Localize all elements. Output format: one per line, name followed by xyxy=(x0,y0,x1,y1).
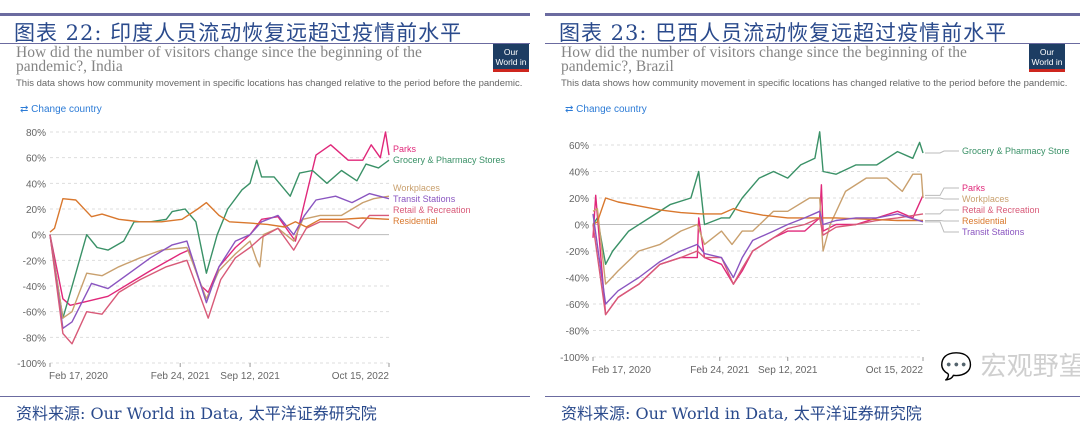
series-line-grocery-pharmacy-store xyxy=(592,131,924,266)
x-tick-label: Oct 15, 2022 xyxy=(332,371,390,382)
legend-leader-line xyxy=(925,221,959,233)
series-label: Grocery & Pharmacy Store xyxy=(962,146,1070,156)
chart-description: This data shows how community movement i… xyxy=(561,78,1068,89)
series-line-workplaces xyxy=(49,195,390,319)
chart-subtitle: How did the number of visitors change si… xyxy=(561,44,967,75)
series-line-retail-recreation xyxy=(49,214,389,345)
y-tick-label: -20% xyxy=(566,247,589,258)
y-tick-label: 40% xyxy=(26,179,46,190)
series-line-parks xyxy=(49,131,390,307)
legend-leader-line xyxy=(925,187,959,196)
brazil-line-chart: 60% 40% 20% 0% -20% -40% -60% -80% -100%Feb 17, … xyxy=(560,131,1070,376)
change-country-label: Change country xyxy=(31,104,102,115)
series-line-transit-stations xyxy=(49,192,390,330)
y-tick-label: -100% xyxy=(17,359,46,370)
owid-logo: Our World in Data xyxy=(1029,44,1065,72)
change-country-label: Change country xyxy=(576,104,647,115)
series-label: Grocery & Pharmacy Stores xyxy=(393,155,506,165)
y-tick-label: 20% xyxy=(26,205,46,216)
series-label: Transit Stations xyxy=(962,227,1025,237)
y-tick-label: -80% xyxy=(566,327,589,338)
x-tick-label: Feb 24, 2021 xyxy=(690,365,749,376)
wechat-icon: 💬 xyxy=(940,352,973,382)
title-divider xyxy=(545,43,1080,44)
owid-logo: Our World in Data xyxy=(493,44,529,72)
y-tick-label: 0% xyxy=(32,231,47,242)
series-line-grocery-pharmacy-stores xyxy=(49,159,390,319)
y-tick-label: 60% xyxy=(26,154,46,165)
series-label: Parks xyxy=(962,183,986,193)
watermark-text: 宏观野望 xyxy=(980,352,1080,382)
y-tick-label: 20% xyxy=(569,194,589,205)
india-line-chart: 80% 60% 40% 20% 0% -20% -40% -60% -80% -100%Feb 1… xyxy=(17,128,506,382)
y-tick-label: 80% xyxy=(26,128,46,139)
chart-description: This data shows how community movement i… xyxy=(16,78,523,89)
x-tick-label: Feb 24, 2021 xyxy=(151,371,210,382)
source-note: 资料来源: Our World in Data, 太平洋证券研究院 xyxy=(561,404,922,423)
source-note: 资料来源: Our World in Data, 太平洋证券研究院 xyxy=(16,404,377,423)
footer-divider xyxy=(545,396,1080,397)
series-label: Retail & Recreation xyxy=(962,205,1040,215)
x-tick-label: Feb 17, 2020 xyxy=(592,365,651,376)
x-tick-label: Sep 12, 2021 xyxy=(220,371,280,382)
swap-arrows-icon: ⇄ xyxy=(20,104,32,115)
y-tick-label: -60% xyxy=(23,308,46,319)
top-divider xyxy=(0,13,530,16)
legend-leader-line xyxy=(925,197,959,200)
series-label: Transit Stations xyxy=(393,194,456,204)
watermark: 💬 宏观野望 xyxy=(940,352,1080,382)
india-panel: 图表 22: 印度人员流动恢复远超过疫情前水平 How did the numb… xyxy=(0,0,530,427)
legend-leader-line xyxy=(925,150,959,154)
series-line-residential xyxy=(49,197,390,233)
x-tick-label: Sep 12, 2021 xyxy=(758,365,818,376)
y-tick-label: 0% xyxy=(575,221,590,232)
y-tick-label: -20% xyxy=(23,256,46,267)
y-tick-label: -40% xyxy=(23,282,46,293)
figure-title: 图表 22: 印度人员流动恢复远超过疫情前水平 xyxy=(14,21,463,45)
swap-arrows-icon: ⇄ xyxy=(565,104,577,115)
x-tick-label: Feb 17, 2020 xyxy=(49,371,108,382)
y-tick-label: -80% xyxy=(23,333,46,344)
series-label: Residential xyxy=(393,216,438,226)
chart-subtitle: How did the number of visitors change si… xyxy=(16,44,422,75)
y-tick-label: -100% xyxy=(560,353,589,364)
series-label: Retail & Recreation xyxy=(393,205,471,215)
x-tick-label: Oct 15, 2022 xyxy=(866,365,924,376)
change-country-button[interactable]: ⇄ Change country xyxy=(565,104,647,115)
series-line-workplaces xyxy=(592,173,924,285)
legend-leader-line xyxy=(925,209,959,215)
series-label: Parks xyxy=(393,144,417,154)
series-line-transit-stations xyxy=(592,210,924,305)
top-divider xyxy=(545,13,1080,16)
series-label: Residential xyxy=(962,216,1007,226)
title-divider xyxy=(0,43,530,44)
y-tick-label: 60% xyxy=(569,141,589,152)
y-tick-label: -60% xyxy=(566,300,589,311)
series-line-retail-recreation xyxy=(592,213,924,316)
series-label: Workplaces xyxy=(962,194,1009,204)
figure-title: 图表 23: 巴西人员流动恢复远超过疫情前水平 xyxy=(559,21,1008,45)
footer-divider xyxy=(0,396,530,397)
series-label: Workplaces xyxy=(393,183,440,193)
y-tick-label: 40% xyxy=(569,168,589,179)
y-tick-label: -40% xyxy=(566,274,589,285)
series-line-residential xyxy=(592,197,923,226)
change-country-button[interactable]: ⇄ Change country xyxy=(20,104,102,115)
brazil-panel: 图表 23: 巴西人员流动恢复远超过疫情前水平 How did the numb… xyxy=(545,0,1080,427)
